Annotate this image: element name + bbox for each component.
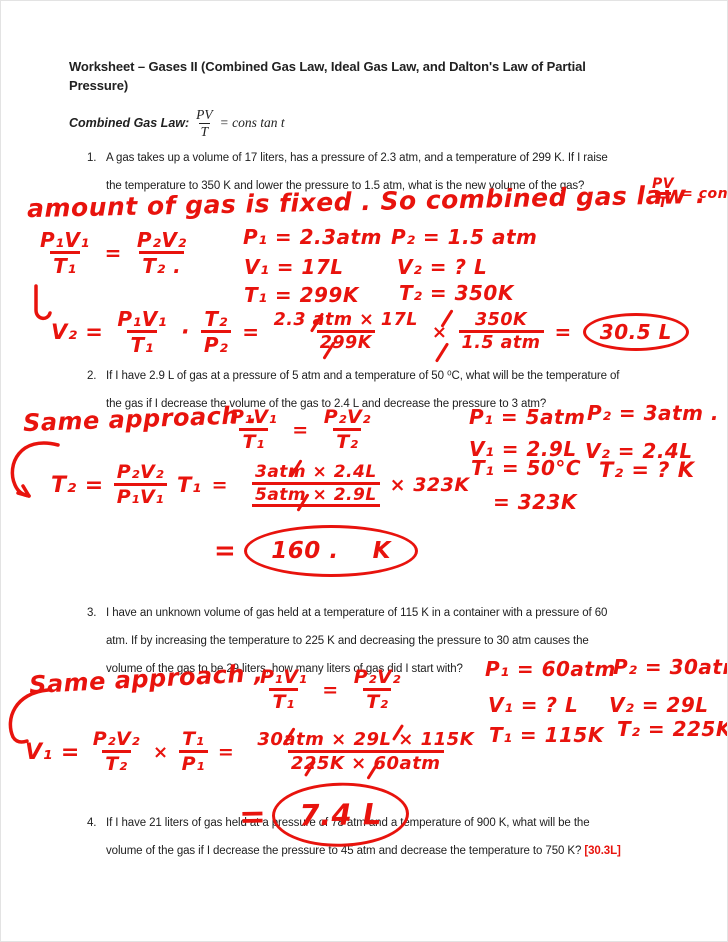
- law-rhs: = cons tan t: [219, 115, 285, 131]
- title-line-1: Worksheet – Gases II (Combined Gas Law, …: [69, 59, 586, 74]
- q3-compute-fraction: 30atm × 29L × 115K 225K × 60atm: [257, 729, 475, 774]
- q3-answer-line: = 7.4 L: [238, 781, 410, 849]
- question-2: 2. If I have 2.9 L of gas at a pressure …: [87, 362, 620, 418]
- q2-given-v2: V₂ = 2.4L: [585, 439, 693, 463]
- title-line-2: Pressure): [69, 78, 129, 93]
- q2-answer-line: = 160 . K: [214, 525, 418, 577]
- q3-circled-answer: 7.4 L: [271, 781, 410, 848]
- question-1-line-2: the temperature to 350 K and lower the p…: [106, 180, 585, 192]
- q3-temp-t2: T₂ = 225K: [617, 717, 728, 741]
- question-2-line-1: If I have 2.9 L of gas at a pressure of …: [106, 370, 620, 382]
- q3-eq-left-fraction: P₁V₁ T₁: [260, 666, 308, 713]
- q1-hook-arrow-icon: [34, 284, 52, 320]
- q3-temp-t1: T₁ = 115K: [489, 723, 604, 747]
- question-1-number: 1.: [87, 152, 97, 164]
- q3-note-handwriting: Same approach ,: [28, 658, 265, 700]
- q2-temp-t1-kelvin: = 323K: [493, 490, 577, 514]
- combined-gas-law-line: Combined Gas Law: PV T = cons tan t: [69, 107, 285, 139]
- question-3-line-2: atm. If by increasing the temperature to…: [106, 635, 589, 647]
- question-3-text: I have an unknown volume of gas held at …: [106, 599, 607, 683]
- question-1-line-1: A gas takes up a volume of 17 liters, ha…: [106, 152, 608, 164]
- question-3-line-1: I have an unknown volume of gas held at …: [106, 607, 608, 619]
- question-2-number: 2.: [87, 370, 97, 382]
- q2-compute-fraction: 3atm × 2.4L 5atm × 2.9L: [251, 463, 380, 508]
- q3-solve-lhs: V₁ =: [25, 739, 80, 765]
- q2-eq-right-fraction: P₂V₂ T₂: [323, 406, 371, 453]
- question-3: 3. I have an unknown volume of gas held …: [87, 599, 607, 683]
- q3-solve-fraction-2: T₁ P₁: [178, 729, 208, 775]
- law-fraction-denominator: T: [198, 122, 211, 139]
- q1-note-fraction: PV T: [652, 176, 675, 212]
- q1-solve-lhs: V₂ =: [51, 320, 104, 344]
- q1-solve-fraction-2: T₂ P₂: [200, 308, 232, 356]
- q2-solution-line: T₂ = P₂V₂ P₁V₁ T₁ = 3atm × 2.4L 5atm × 2…: [51, 461, 470, 508]
- q1-given-t1: T₁ = 299K: [244, 283, 359, 307]
- q3-answer-equals: =: [238, 797, 267, 836]
- question-4: 4. If I have 21 liters of gas held at a …: [87, 809, 621, 865]
- q2-answer-equals: =: [214, 536, 237, 566]
- q3-solve-fraction-1: P₂V₂ T₂: [92, 728, 141, 775]
- q2-given-p2: P₂ = 3atm .: [587, 401, 719, 425]
- q1-given-v1: V₁ = 17L: [244, 255, 344, 279]
- q3-curved-arrow-icon: [8, 688, 50, 744]
- q2-given-p1: P₁ = 5atm: [469, 405, 586, 429]
- q3-eq-right-fraction: P₂V₂ T₂: [353, 666, 401, 713]
- q3-given-p1: P₁ = 60atm: [485, 657, 616, 681]
- question-4-text: If I have 21 liters of gas held at a pre…: [106, 809, 621, 865]
- q1-solution-line: V₂ = P₁V₁ T₁ · T₂ P₂ = 2.3 atm × 17L 299…: [51, 301, 689, 363]
- q1-given-p1: P₁ = 2.3atm: [243, 225, 382, 249]
- q1-compute-fraction-2: 350K 1.5 atm: [458, 310, 544, 354]
- q1-compute-fraction-1: 2.3 atm × 17L 299K: [273, 309, 418, 353]
- q1-eq-left-fraction: P₁V₁ T₁: [40, 228, 90, 278]
- q2-temp-t2: T₂ = ? K: [599, 458, 695, 482]
- question-3-line-3: volume of the gas to be 29 liters, how m…: [106, 663, 463, 675]
- law-label: Combined Gas Law:: [69, 116, 190, 131]
- q2-eq-left-fraction: P₁V₁ T₁: [230, 406, 278, 453]
- q1-given-p2: P₂ = 1.5 atm: [391, 225, 538, 249]
- q1-given-t2: T₂ = 350K: [399, 281, 514, 305]
- q3-given-p2: P₂ = 30atm: [613, 655, 727, 679]
- q3-solution-line: V₁ = P₂V₂ T₂ × T₁ P₁ = 30atm × 29L × 115…: [25, 719, 477, 785]
- question-1-text: A gas takes up a volume of 17 liters, ha…: [106, 144, 608, 200]
- q2-solve-times-t1: × 323K: [389, 474, 470, 496]
- q3-combined-law-equation: P₁V₁ T₁ = P₂V₂ T₂: [257, 667, 404, 713]
- q2-curved-arrow-icon: [10, 441, 60, 498]
- q1-combined-law-equation: P₁V₁ T₁ = P₂V₂ T₂ .: [37, 229, 190, 277]
- q1-note-suffix: = cons.: [681, 186, 728, 203]
- page-title: Worksheet – Gases II (Combined Gas Law, …: [69, 57, 661, 95]
- q2-solve-fraction: P₂V₂ P₁V₁: [113, 462, 168, 508]
- question-4-line-1: If I have 21 liters of gas held at a pre…: [106, 817, 590, 829]
- q1-note-formula: PV T = cons.: [649, 176, 728, 212]
- q1-given-v2: V₂ = ? L: [397, 255, 488, 279]
- q2-solve-lhs: T₂ =: [51, 472, 104, 498]
- q1-eq-right-fraction: P₂V₂ T₂ .: [136, 228, 187, 278]
- question-2-line-2: the gas if I decrease the volume of the …: [106, 398, 547, 410]
- question-4-line-2: volume of the gas if I decrease the pres…: [106, 845, 621, 857]
- q2-temp-t1: T₁ = 50°C: [471, 456, 582, 480]
- q3-given-v2: V₂ = 29L: [609, 693, 709, 717]
- q2-given-v1: V₁ = 2.9L: [469, 437, 577, 461]
- q1-circled-answer: 30.5 L: [582, 313, 689, 351]
- question-2-text: If I have 2.9 L of gas at a pressure of …: [106, 362, 620, 418]
- q2-combined-law-equation: P₁V₁ T₁ = P₂V₂ T₂: [227, 407, 374, 453]
- q2-note-handwriting: Same approach .: [22, 400, 258, 438]
- question-4-number: 4.: [87, 817, 97, 829]
- question-1: 1. A gas takes up a volume of 17 liters,…: [87, 144, 608, 200]
- q3-given-v1: V₁ = ? L: [488, 693, 579, 717]
- question-3-number: 3.: [87, 607, 97, 619]
- law-fraction-numerator: PV: [196, 107, 213, 122]
- q1-solve-fraction-1: P₁V₁ T₁: [117, 307, 168, 357]
- q2-circled-answer: 160 . K: [244, 525, 418, 577]
- law-fraction: PV T: [196, 107, 213, 139]
- question-4-answer-key: [30.3L]: [584, 845, 621, 857]
